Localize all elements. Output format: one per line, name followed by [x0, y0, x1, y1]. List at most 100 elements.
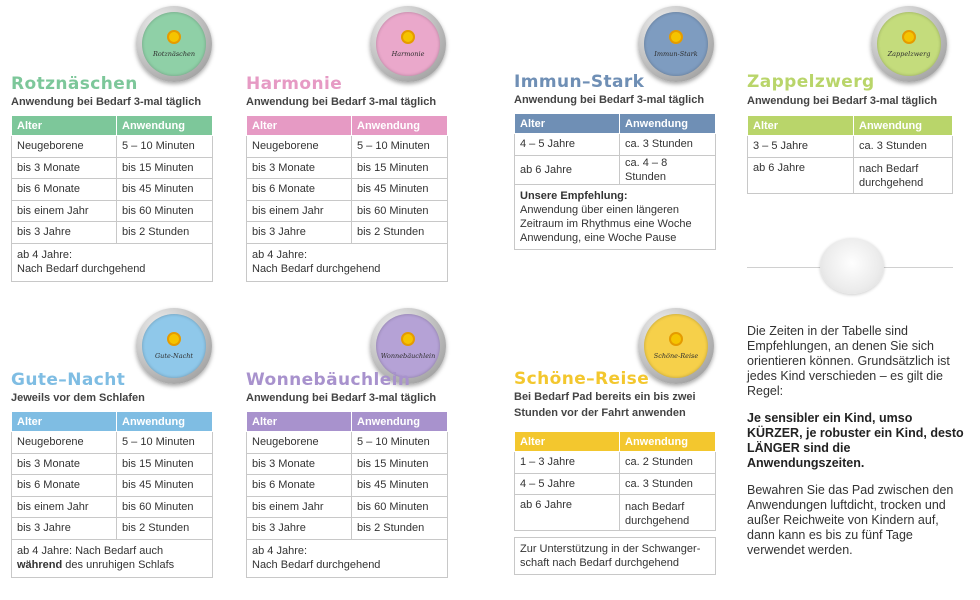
- table-row: bis 3 Jahre bis 2 Stunden: [11, 517, 213, 540]
- tin-label: Schöne-Reise: [653, 352, 699, 360]
- note-heading: Unsere Empfehlung:: [520, 189, 628, 202]
- table-row: bis 3 Monate bis 15 Minuten: [246, 156, 448, 179]
- header-age: Alter: [514, 431, 620, 452]
- duration-cell: bis 60 Minuten: [116, 495, 213, 518]
- duration-cell: 5 – 10 Minuten: [116, 431, 213, 454]
- product-title-gute: Gute–Nacht: [11, 370, 126, 390]
- tin-label: Zappelzwerg: [887, 50, 931, 58]
- duration-cell: bis 15 Minuten: [116, 452, 213, 475]
- age-cell: bis 3 Monate: [11, 452, 117, 475]
- table-spacer: [514, 530, 716, 538]
- table-note-row: ab 4 Jahre: Nach Bedarf durchgehend: [11, 242, 213, 282]
- table-row: Neugeborene 5 – 10 Minuten: [11, 135, 213, 158]
- age-cell: 4 – 5 Jahre: [514, 472, 620, 495]
- table-row: bis 3 Jahre bis 2 Stunden: [246, 221, 448, 244]
- sun-logo-icon: [401, 332, 415, 346]
- header-use: Anwendung: [116, 115, 213, 136]
- duration-cell: 5 – 10 Minuten: [116, 135, 213, 158]
- table-note-row: ab 4 Jahre: Nach Bedarf durchgehend: [246, 242, 448, 282]
- duration-cell: ca. 2 Stunden: [619, 451, 716, 474]
- header-age: Alter: [514, 113, 620, 134]
- duration-cell: bis 2 Stunden: [351, 221, 448, 244]
- product-tin-wonne: Wonnebäuchlein: [370, 308, 446, 384]
- product-subtitle-line1: Bei Bedarf Pad bereits ein bis zwei: [514, 391, 696, 403]
- header-age: Alter: [246, 411, 352, 432]
- table-row: bis einem Jahr bis 60 Minuten: [246, 199, 448, 222]
- product-title-schoene: Schöne–Reise: [514, 369, 650, 389]
- table-row: Neugeborene 5 – 10 Minuten: [11, 431, 213, 454]
- age-cell: bis einem Jahr: [11, 495, 117, 518]
- age-cell: bis 3 Monate: [11, 156, 117, 179]
- table-note-row: ab 4 Jahre: Nach Bedarf durchgehend: [246, 538, 448, 578]
- dosage-table-harmonie: Alter Anwendung Neugeborene 5 – 10 Minuten…: [246, 115, 448, 282]
- header-age: Alter: [11, 411, 117, 432]
- header-use: Anwendung: [619, 113, 716, 134]
- header-use: Anwendung: [853, 115, 953, 136]
- duration-cell: ca. 3 Stunden: [619, 472, 716, 495]
- product-tin-harmonie: Harmonie: [370, 6, 446, 82]
- age-cell: Neugeborene: [11, 431, 117, 454]
- table-note-row: Zur Unterstützung in der Schwanger-schaf…: [514, 537, 716, 575]
- sun-logo-icon: [669, 332, 683, 346]
- duration-cell: bis 60 Minuten: [116, 199, 213, 222]
- duration-cell: ca. 4 – 8 Stunden: [619, 154, 716, 185]
- duration-cell: bis 60 Minuten: [351, 199, 448, 222]
- table-note: ab 4 Jahre: Nach Bedarf durchgehend: [11, 242, 213, 282]
- product-subtitle: Anwendung bei Bedarf 3-mal täglich: [11, 96, 202, 108]
- tin-label: Gute-Nacht: [154, 352, 194, 360]
- table-note-row: ab 4 Jahre: Nach Bedarf auch während des …: [11, 538, 213, 578]
- table-row: bis einem Jahr bis 60 Minuten: [11, 495, 213, 518]
- note-emphasis: während: [17, 559, 63, 571]
- duration-cell: 5 – 10 Minuten: [351, 431, 448, 454]
- duration-cell: bis 2 Stunden: [116, 221, 213, 244]
- duration-cell: nach Bedarf durchgehend: [853, 156, 953, 194]
- age-cell: bis 6 Monate: [246, 178, 352, 201]
- sun-logo-icon: [167, 332, 181, 346]
- age-cell: bis einem Jahr: [246, 495, 352, 518]
- duration-cell: 5 – 10 Minuten: [351, 135, 448, 158]
- table-row: bis 3 Monate bis 15 Minuten: [246, 452, 448, 475]
- age-cell: 1 – 3 Jahre: [514, 451, 620, 474]
- age-cell: 4 – 5 Jahre: [514, 133, 620, 156]
- header-use: Anwendung: [116, 411, 213, 432]
- product-title-wonne: Wonnebäuchlein: [246, 370, 411, 390]
- duration-cell: ca. 3 Stunden: [853, 135, 953, 158]
- note-line: Nach Bedarf durchgehend: [252, 559, 381, 571]
- header-age: Alter: [246, 115, 352, 136]
- duration-cell: bis 15 Minuten: [351, 156, 448, 179]
- product-subtitle: Anwendung bei Bedarf 3-mal täglich: [514, 94, 705, 106]
- product-subtitle: Jeweils vor dem Schlafen: [11, 392, 145, 404]
- table-note-row: Unsere Empfehlung: Anwendung über einen l…: [514, 183, 716, 250]
- table-row: ab 6 Jahre nach Bedarf durchgehend: [747, 156, 953, 194]
- product-title-immun: Immun–Stark: [514, 72, 645, 92]
- info-storage: Bewahren Sie das Pad zwischen den Anwend…: [747, 483, 954, 557]
- sun-logo-icon: [669, 30, 683, 44]
- age-cell: bis einem Jahr: [246, 199, 352, 222]
- age-cell: ab 6 Jahre: [747, 156, 854, 194]
- table-row: 1 – 3 Jahre ca. 2 Stunden: [514, 451, 716, 474]
- table-note: Unsere Empfehlung: Anwendung über einen l…: [514, 183, 716, 250]
- header-use: Anwendung: [619, 431, 716, 452]
- note-line: ab 4 Jahre:: [252, 249, 308, 261]
- duration-cell: bis 45 Minuten: [116, 178, 213, 201]
- header-use: Anwendung: [351, 115, 448, 136]
- duration-cell: bis 15 Minuten: [351, 452, 448, 475]
- product-title-rotznaeschen: Rotznäschen: [11, 74, 138, 94]
- table-row: Neugeborene 5 – 10 Minuten: [246, 431, 448, 454]
- note-line: ab 4 Jahre: Nach Bedarf auch: [17, 545, 164, 557]
- product-tin-zappel: Zappelzwerg: [871, 6, 947, 82]
- product-subtitle: Anwendung bei Bedarf 3-mal täglich: [246, 96, 437, 108]
- age-cell: bis einem Jahr: [11, 199, 117, 222]
- sun-logo-icon: [401, 30, 415, 44]
- age-cell: Neugeborene: [11, 135, 117, 158]
- age-cell: bis 6 Monate: [11, 474, 117, 497]
- product-subtitle-line2: Stunden vor der Fahrt anwenden: [514, 407, 686, 419]
- note-text: Anwendung über einen längeren Zeitraum i…: [520, 203, 692, 244]
- table-row: bis 3 Monate bis 15 Minuten: [11, 156, 213, 179]
- table-note: ab 4 Jahre: Nach Bedarf durchgehend: [246, 538, 448, 578]
- duration-cell: ca. 3 Stunden: [619, 133, 716, 156]
- table-row: ab 6 Jahre nach Bedarf durchgehend: [514, 494, 716, 531]
- age-cell: 3 – 5 Jahre: [747, 135, 854, 158]
- table-spacer-row: [514, 530, 716, 538]
- product-tin-rotznaeschen: Rotznäschen: [136, 6, 212, 82]
